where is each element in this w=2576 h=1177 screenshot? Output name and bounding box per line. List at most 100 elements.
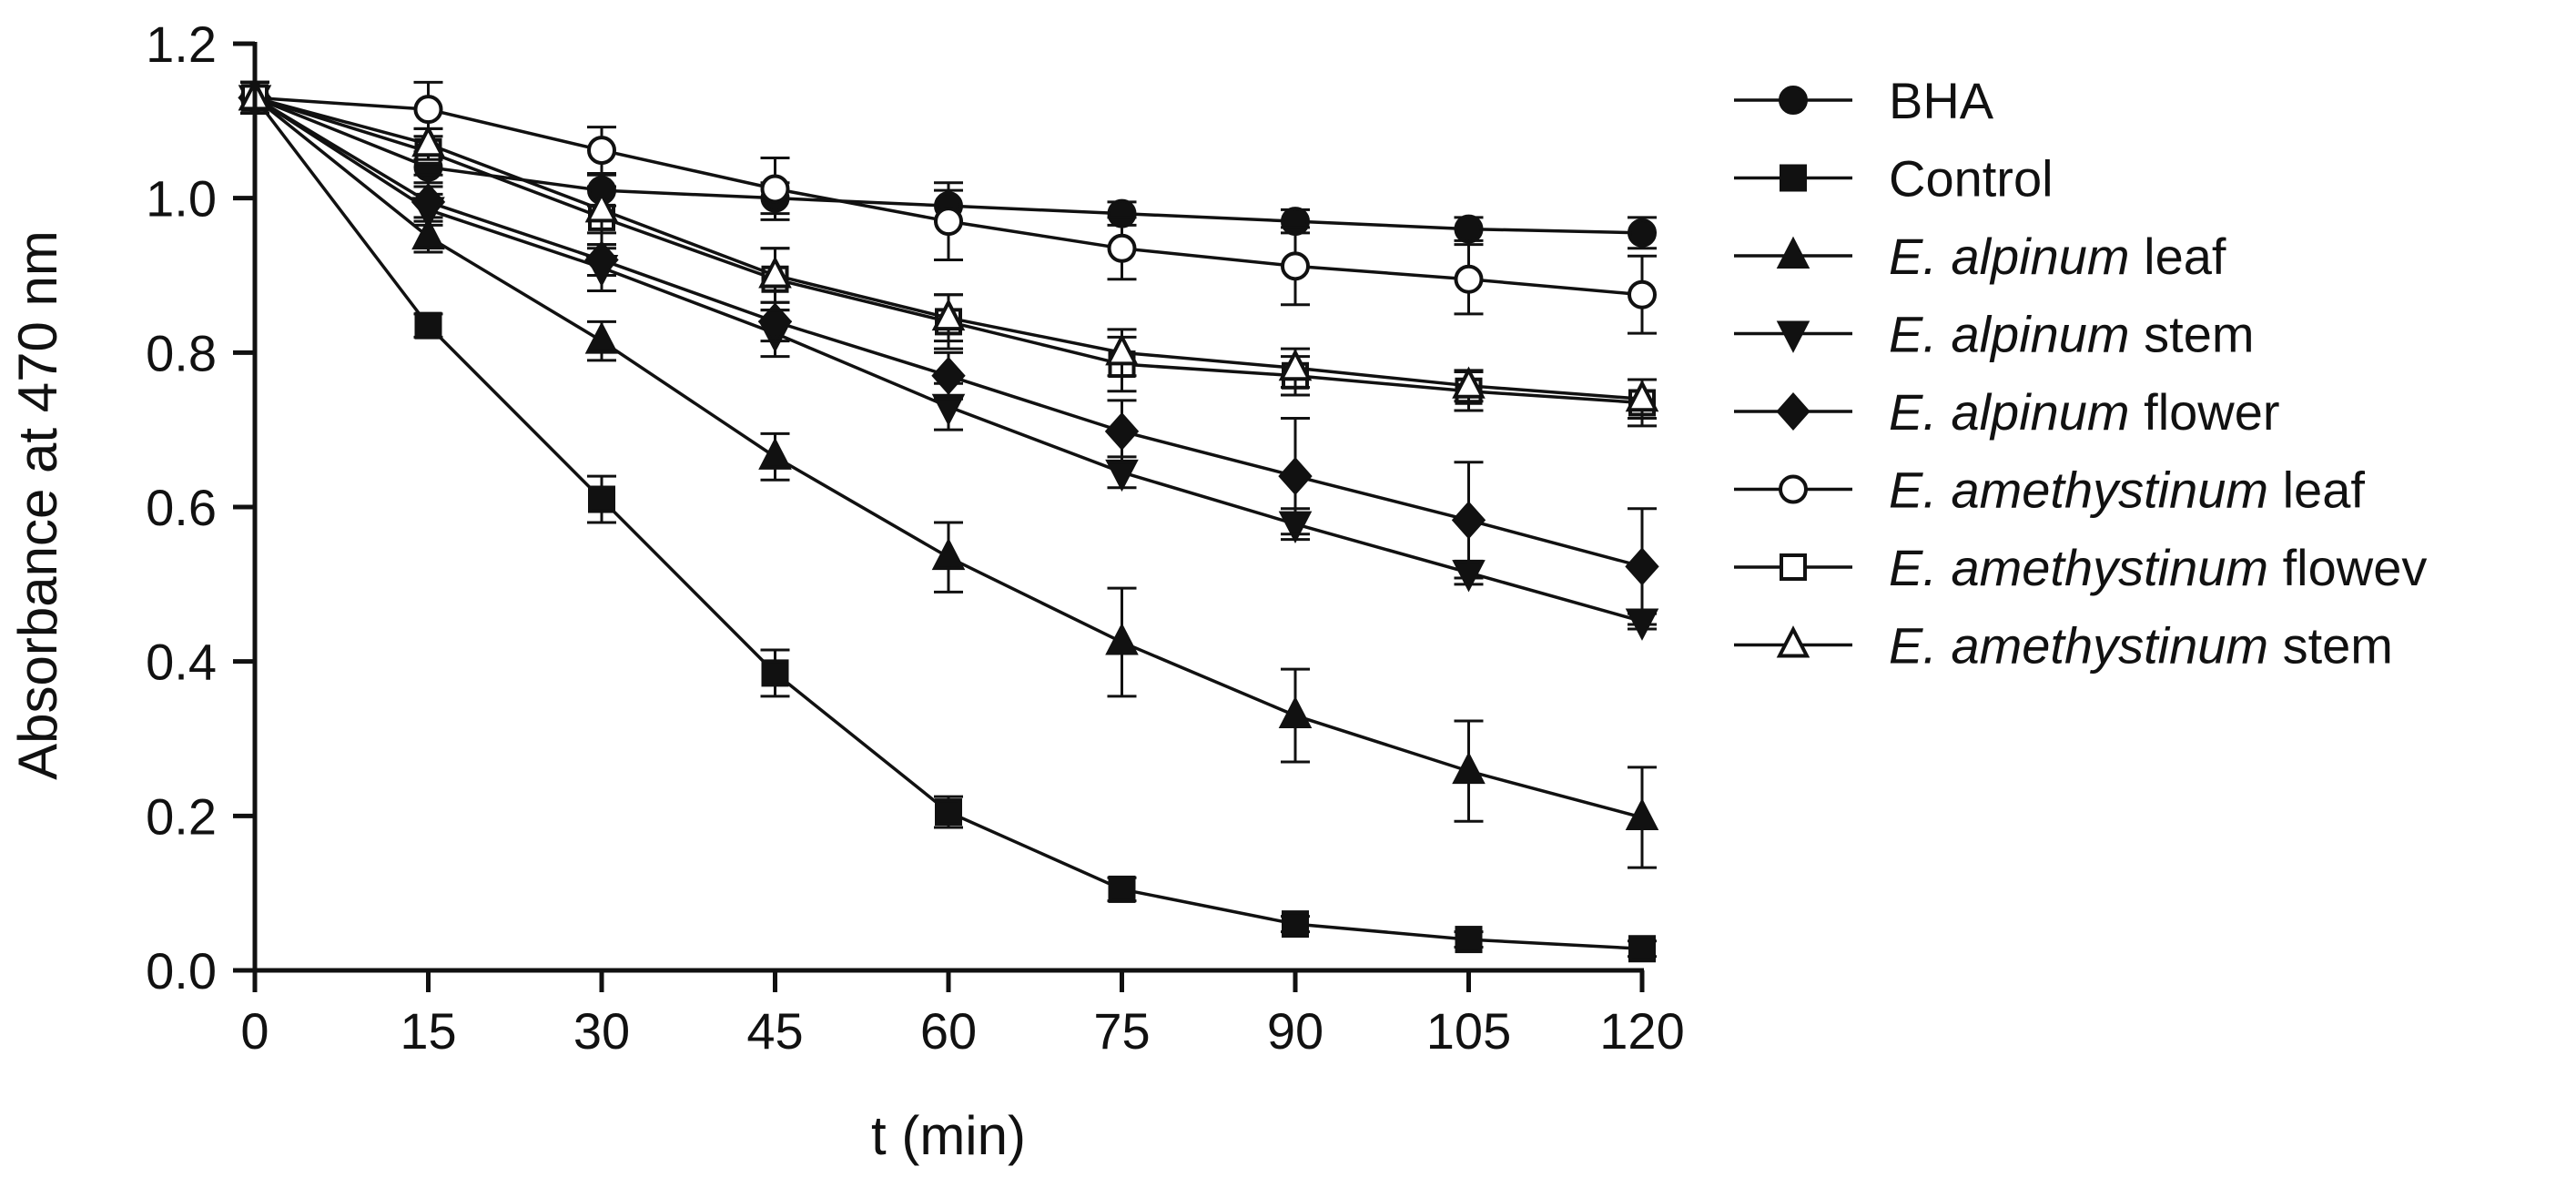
plot-area — [238, 78, 1659, 963]
legend-item-6: E. amethystinum flowev — [1734, 539, 2427, 596]
data-point — [1625, 797, 1659, 831]
y-axis-title: Absorbance at 470 nm — [7, 230, 68, 780]
legend-label-species: E. alpinum — [1889, 228, 2130, 285]
legend-label-part: flowev — [2268, 539, 2427, 596]
legend-label-part: Control — [1889, 150, 2054, 208]
data-point — [1108, 875, 1136, 903]
data-point — [1625, 379, 1659, 412]
y-tick-label: 0.2 — [146, 787, 217, 845]
series-4 — [238, 78, 1659, 626]
data-point — [1278, 695, 1313, 729]
legend-label-part: leaf — [2130, 228, 2226, 285]
legend-label: E. alpinum leaf — [1889, 228, 2226, 285]
data-point — [411, 217, 445, 250]
data-point — [411, 182, 446, 221]
legend-marker — [1776, 320, 1810, 353]
data-point — [1278, 457, 1313, 496]
x-axis-title: t (min) — [871, 1105, 1026, 1166]
y-tick-label: 1.2 — [146, 15, 217, 73]
x-tick-label: 30 — [573, 1002, 630, 1060]
data-point — [584, 240, 619, 279]
x-tick-label: 60 — [920, 1002, 977, 1060]
legend-item-1: Control — [1734, 150, 2054, 208]
x-tick-label: 105 — [1426, 1002, 1511, 1060]
data-point — [931, 356, 966, 395]
data-point — [1454, 264, 1484, 294]
legend-marker — [1776, 391, 1810, 431]
x-tick-label: 120 — [1599, 1002, 1684, 1060]
data-point — [1104, 411, 1140, 451]
data-point — [760, 174, 790, 204]
legend-label-species: E. alpinum — [1889, 306, 2130, 363]
data-point — [584, 321, 619, 354]
legend-label-species: E. amethystinum — [1889, 462, 2268, 519]
data-point — [757, 302, 793, 341]
legend-label-species: E. amethystinum — [1889, 539, 2268, 596]
x-tick-label: 90 — [1267, 1002, 1323, 1060]
legend-label: BHA — [1889, 72, 1994, 129]
data-point — [1452, 751, 1486, 785]
y-tick-label: 0.8 — [146, 324, 217, 381]
legend-label: E. amethystinum flowev — [1889, 539, 2427, 596]
legend-label: E. amethystinum stem — [1889, 617, 2393, 675]
legend-label-part: stem — [2268, 617, 2393, 675]
data-point — [1107, 233, 1137, 263]
legend-label: E. amethystinum leaf — [1889, 462, 2365, 519]
data-point — [1454, 214, 1484, 244]
legend-label-part: leaf — [2268, 462, 2365, 519]
legend-item-2: E. alpinum leaf — [1734, 228, 2226, 285]
legend-label: E. alpinum flower — [1889, 383, 2280, 441]
legend-label-part: flower — [2130, 383, 2280, 441]
axes: 0 15 30 45 60 75 90 105 120 0.0 0.2 0.4 0.6 0.8 1.0 1.2 — [146, 15, 1685, 1060]
legend-marker — [1776, 236, 1810, 269]
data-point — [1105, 623, 1139, 655]
legend-item-0: BHA — [1734, 72, 1994, 129]
legend-label-species: E. alpinum — [1889, 383, 2130, 441]
data-point — [931, 537, 966, 571]
data-point — [758, 437, 792, 470]
data-point — [411, 124, 445, 157]
data-point — [1455, 926, 1483, 954]
data-point — [1628, 218, 1657, 248]
legend-marker — [1776, 625, 1810, 658]
data-point — [584, 190, 619, 223]
data-point — [1628, 935, 1656, 963]
y-tick-label: 0.4 — [146, 634, 217, 691]
data-point — [934, 207, 963, 237]
legend-label: Control — [1889, 150, 2054, 208]
data-point — [413, 95, 443, 125]
legend-item-4: E. alpinum flower — [1734, 383, 2280, 441]
data-point — [1105, 332, 1139, 366]
series-5 — [240, 80, 1657, 335]
x-tick-label: 75 — [1093, 1002, 1150, 1060]
data-point — [931, 298, 966, 331]
data-point — [588, 485, 615, 513]
y-tick-label: 0.6 — [146, 479, 217, 536]
legend-label-species: E. amethystinum — [1889, 617, 2268, 675]
x-tick-label: 45 — [746, 1002, 803, 1060]
data-point — [1281, 251, 1310, 281]
data-point — [414, 311, 442, 340]
legend-marker — [1779, 474, 1808, 504]
data-point — [1452, 366, 1486, 399]
data-point — [1625, 547, 1659, 586]
data-point — [758, 256, 792, 289]
legend-marker — [1780, 164, 1807, 192]
legend-item-5: E. amethystinum leaf — [1734, 462, 2365, 519]
y-tick-label: 1.0 — [146, 170, 217, 228]
legend-label: E. alpinum stem — [1889, 306, 2255, 363]
legend-marker — [1780, 553, 1807, 581]
x-tick-label: 15 — [400, 1002, 456, 1060]
data-point — [1628, 279, 1657, 309]
data-point — [1278, 348, 1313, 381]
x-tick-label: 0 — [240, 1002, 269, 1060]
data-point — [935, 798, 962, 827]
legend-label-part: BHA — [1889, 72, 1994, 129]
legend-item-7: E. amethystinum stem — [1734, 617, 2393, 675]
data-point — [1282, 910, 1309, 939]
legend-label-part: stem — [2130, 306, 2255, 363]
legend-item-3: E. alpinum stem — [1734, 306, 2255, 363]
y-tick-label: 0.0 — [146, 942, 217, 999]
data-point — [587, 136, 616, 166]
